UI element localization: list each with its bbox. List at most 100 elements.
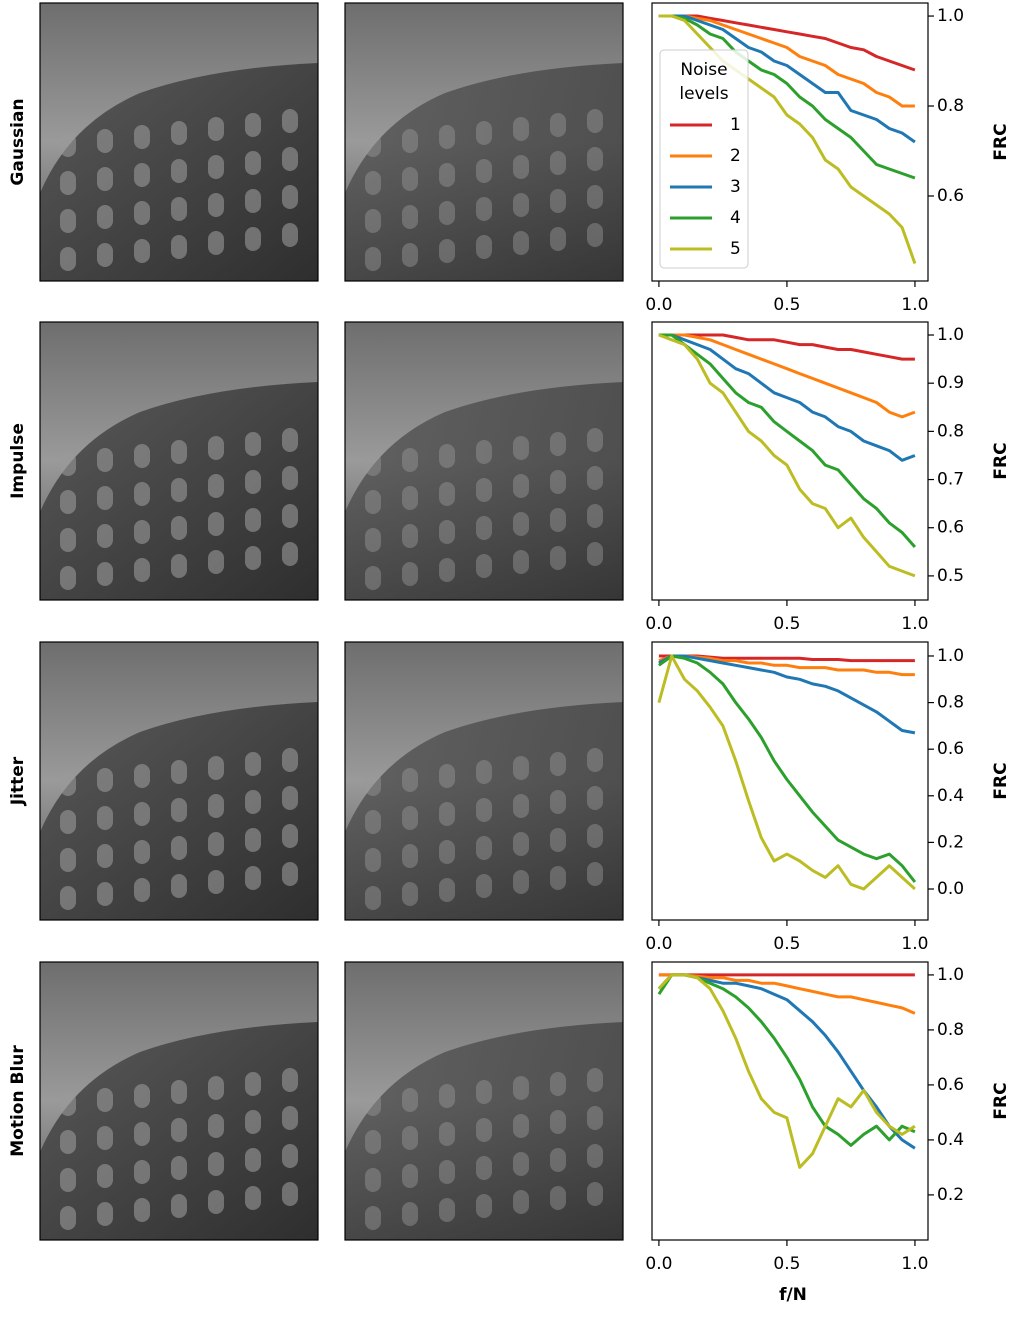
photo-arch [97, 562, 113, 586]
photo [344, 2, 624, 282]
photo-arch [134, 125, 150, 149]
photo-arch [60, 566, 76, 590]
photo-arch [134, 840, 150, 864]
photo-arch [60, 772, 76, 796]
photo-arch [171, 760, 187, 784]
photo-arch [245, 508, 261, 532]
series-line [658, 14, 917, 265]
series-line [657, 654, 916, 891]
x-axis-label: f/N [779, 1285, 807, 1305]
row-label: Motion Blur [8, 1045, 28, 1157]
photo-arch [587, 542, 603, 566]
photo-arch [587, 223, 603, 247]
series-line [658, 333, 916, 462]
photo-arch [476, 440, 492, 464]
x-tick-label: 0.5 [773, 295, 800, 315]
photo-arch [282, 786, 298, 810]
photo-arch [282, 466, 298, 490]
photo-arch [513, 155, 529, 179]
photo-arch [550, 752, 566, 776]
photo-arch [439, 764, 455, 788]
legend-label: 2 [730, 146, 741, 166]
photo-arch [60, 490, 76, 514]
photo-arch [476, 235, 492, 259]
y-tick-label: 1.0 [937, 325, 964, 345]
photo-arch [365, 1168, 381, 1192]
photo-arch [208, 756, 224, 780]
photo-arch [365, 1130, 381, 1154]
y-axis-label: FRC [991, 123, 1011, 160]
photo-arch [208, 231, 224, 255]
photo-arch [513, 231, 529, 255]
photo-arch [550, 790, 566, 814]
photo-arch [513, 512, 529, 536]
photo-arch [60, 528, 76, 552]
photo-arch [134, 520, 150, 544]
photo-arch [171, 235, 187, 259]
photo-arch [282, 748, 298, 772]
photo-arch [513, 1190, 529, 1214]
x-tick-label: 0.0 [645, 295, 672, 315]
photo-arch [365, 1206, 381, 1230]
photo-arch [134, 878, 150, 902]
y-tick-label: 0.8 [937, 1020, 964, 1040]
photo-arch [134, 802, 150, 826]
photo-arch [245, 828, 261, 852]
photo-arch [513, 474, 529, 498]
photo-building [345, 63, 623, 281]
series-line [658, 14, 916, 180]
series-line [658, 14, 915, 108]
photo-arch [171, 1080, 187, 1104]
photo-arch [550, 113, 566, 137]
photo-arch [587, 1144, 603, 1168]
photo-arch [171, 440, 187, 464]
y-tick-label: 0.8 [937, 96, 964, 116]
photo-arch [476, 1156, 492, 1180]
photo-arch [587, 824, 603, 848]
photo-arch [476, 516, 492, 540]
photo-arch [402, 562, 418, 586]
photo-arch [97, 1126, 113, 1150]
photo-arch [282, 1068, 298, 1092]
photo-arch [171, 159, 187, 183]
series-line [658, 333, 915, 361]
x-tick-label: 0.0 [645, 1254, 672, 1274]
x-tick-label: 0.5 [773, 614, 800, 634]
y-tick-label: 0.5 [937, 566, 964, 586]
photo-arch [476, 478, 492, 502]
photo-arch [245, 189, 261, 213]
photo-arch [97, 806, 113, 830]
photo-building [345, 1022, 623, 1240]
photo-arch [208, 117, 224, 141]
photo-arch [550, 828, 566, 852]
photo-arch [282, 223, 298, 247]
photo-arch [587, 504, 603, 528]
photo-arch [365, 566, 381, 590]
photo-arch [134, 239, 150, 263]
photo-arch [245, 866, 261, 890]
photo-arch [171, 1118, 187, 1142]
photo-arch [550, 227, 566, 251]
photo-arch [550, 1148, 566, 1172]
photo-arch [513, 1114, 529, 1138]
photo-frame [39, 2, 319, 282]
photo-arch [513, 1076, 529, 1100]
photo-arch [513, 794, 529, 818]
photo-arch [245, 546, 261, 570]
photo-arch [550, 470, 566, 494]
series-line [658, 654, 915, 677]
photo-arch [245, 227, 261, 251]
photo-arch [134, 444, 150, 468]
photo-frame [39, 641, 319, 921]
photo-arch [365, 209, 381, 233]
row-label: Gaussian [8, 98, 28, 185]
photo [344, 641, 624, 921]
x-tick-label: 1.0 [901, 295, 928, 315]
photo-arch [550, 1186, 566, 1210]
photo-arch [97, 1202, 113, 1226]
photo-arch [134, 558, 150, 582]
photo-arch [208, 794, 224, 818]
photo-arch [587, 1106, 603, 1130]
y-tick-label: 0.9 [937, 373, 964, 393]
